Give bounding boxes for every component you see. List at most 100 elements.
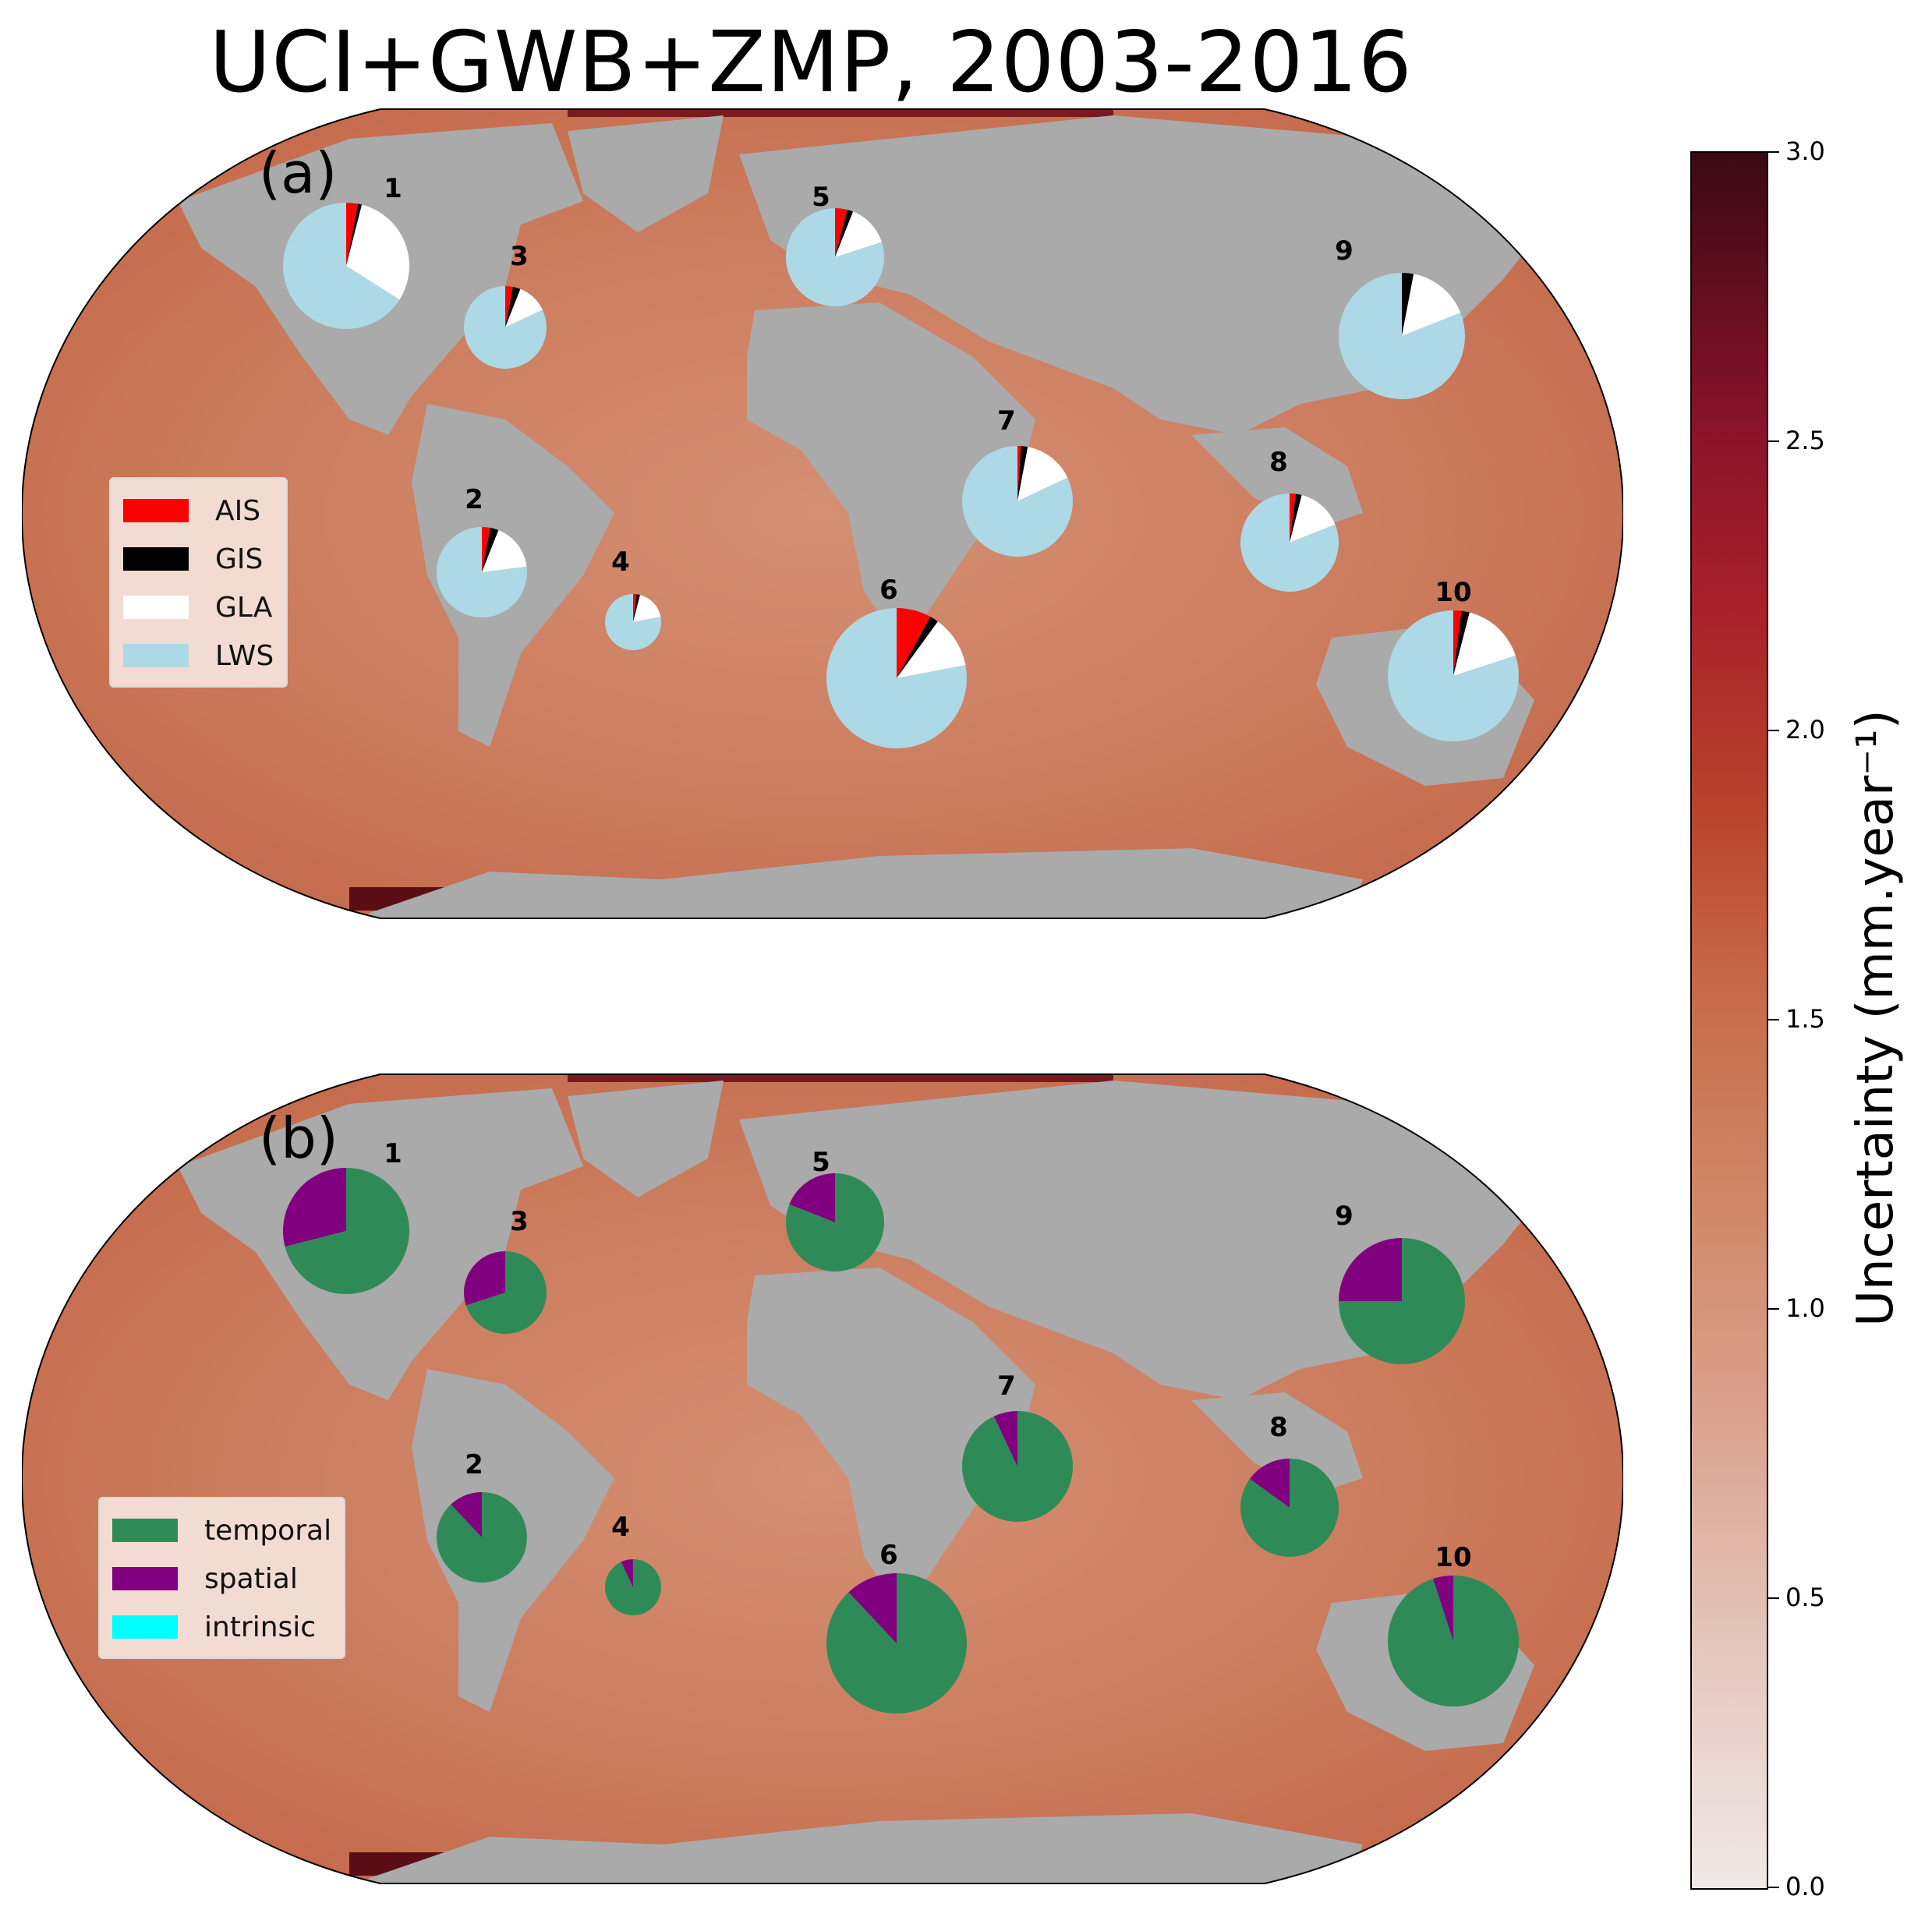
pie-slice-gis [1402,273,1414,336]
pie-slice-spatial [283,1168,346,1247]
legend-swatch [112,1567,178,1590]
region-label: 5 [812,1147,830,1178]
region-label: 3 [510,1206,529,1237]
legend-b: temporal spatial intrinsic [98,1497,346,1659]
legend-entry: LWS [123,631,274,680]
pie-slice-spatial [993,1411,1017,1466]
legend-entry: spatial [112,1554,331,1603]
panel-label-b: (b) [259,1105,338,1171]
region-label: 2 [465,484,483,515]
colorbar-tick-label: 0.5 [1785,1583,1825,1612]
pie-slice-spatial [1433,1576,1453,1641]
colorbar-tick [1767,1308,1779,1310]
pie-slice-temporal [285,1168,409,1294]
colorbar-tick [1767,440,1779,442]
region-label: 9 [1335,1201,1353,1232]
pie-slice-spatial [1339,1238,1402,1301]
legend-label: GLA [215,591,273,624]
pie-slice-ais [1017,446,1021,501]
pie-slice-lws [464,286,547,369]
legend-label: intrinsic [204,1611,317,1643]
pie-slice-gis [897,617,938,678]
pie-charts-b: 1 2 3 4 5 6 7 8 9 10 [283,1138,1520,1714]
pie-slice-lws [786,208,884,306]
colorbar-tick-label: 1.5 [1785,1004,1825,1034]
legend-entry: AIS [123,486,274,535]
region-label: 2 [465,1449,483,1480]
legend-a: AIS GIS GLA LWS [109,477,288,688]
region-label: 4 [611,546,630,578]
pie-slice-spatial [621,1559,633,1587]
pie-slice-gis [482,528,499,572]
pie-slice-gla [835,211,882,257]
pie-slice-ais [1453,610,1462,676]
pie-slice-lws [826,608,968,749]
region-label: 6 [879,575,898,606]
panel-label-a: (a) [259,140,338,206]
map-frame [22,1073,1623,1884]
pie-slice-ais [1290,493,1296,543]
legend-entry: GLA [123,583,274,631]
legend-label: spatial [204,1562,298,1595]
pie-slice-gis [1290,493,1302,543]
legend-swatch [123,596,189,619]
colorbar-label: Uncertainty (mm.year⁻¹) [1847,709,1905,1327]
pie-slice-spatial [1250,1459,1290,1508]
pie-slice-lws [1338,273,1465,399]
pie-slice-temporal [605,1559,661,1615]
arctic-high-uncertainty [568,109,1113,117]
pie-slice-lws [605,594,661,651]
pie-slice-ais [505,286,513,327]
page-title: UCI+GWB+ZMP, 2003-2016 [209,14,1413,111]
colorbar-tick [1767,1597,1779,1599]
colorbar-tick-label: 1.0 [1785,1293,1825,1323]
pie-slice-gla [346,204,409,300]
region-label: 6 [879,1540,898,1571]
pie-slice-lws [961,446,1073,557]
colorbar-tick-label: 2.0 [1785,715,1825,745]
pie-slice-temporal [465,1251,547,1334]
pie-slice-lws [283,203,400,330]
region-label: 7 [997,1371,1016,1402]
pie-slice-spatial [848,1573,897,1643]
legend-swatch [123,644,189,667]
legend-label: temporal [204,1514,332,1547]
region-label: 10 [1435,1542,1471,1573]
arctic-high-uncertainty [568,1074,1113,1082]
pie-slice-gla [633,595,661,622]
pie-slice-gla [1290,494,1336,543]
pie-slice-gla [1453,612,1516,676]
pie-slice-gla [1402,274,1461,336]
region-label: 1 [384,1138,402,1169]
pie-slice-gis [1453,610,1470,676]
map-panel-b: 1 2 3 4 5 6 7 8 9 10 [22,1073,1623,1884]
region-label: 9 [1335,235,1353,267]
pie-slice-gis [505,286,521,327]
pie-slice-lws [1388,610,1520,742]
pie-slice-temporal [1240,1459,1339,1557]
pie-slice-lws [437,527,527,617]
pie-charts-a: 1 2 3 4 5 6 7 8 9 10 [283,173,1520,749]
legend-label: GIS [215,543,264,575]
legend-entry: intrinsic [112,1603,331,1651]
map-frame [22,108,1623,919]
region-label: 4 [611,1512,630,1543]
pie-slice-gla [1017,447,1068,501]
pie-slice-gis [1017,446,1028,501]
region-label: 8 [1269,447,1288,478]
pie-slice-temporal [1388,1576,1520,1707]
legend-label: LWS [215,639,274,672]
legend-entry: temporal [112,1506,331,1554]
colorbar-tick [1767,151,1779,153]
legend-entry: GIS [123,535,274,583]
pie-slice-gis [633,594,640,622]
region-label: 7 [997,405,1016,437]
region-label: 10 [1435,577,1471,608]
colorbar [1690,151,1768,1890]
pie-slice-ais [897,608,931,678]
colorbar-tick-label: 0.0 [1785,1872,1825,1901]
colorbar-tick [1767,1019,1779,1020]
colorbar-tick [1767,1887,1779,1888]
colorbar-tick-label: 3.0 [1785,136,1825,166]
pie-slice-spatial [789,1173,835,1222]
